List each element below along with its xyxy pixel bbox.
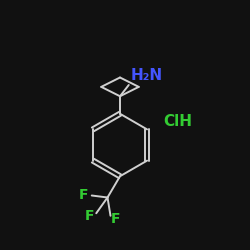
Text: ClH: ClH xyxy=(164,114,193,129)
Text: F: F xyxy=(79,188,89,202)
Text: F: F xyxy=(84,209,94,223)
Text: F: F xyxy=(111,212,121,226)
Text: H₂N: H₂N xyxy=(131,68,163,83)
